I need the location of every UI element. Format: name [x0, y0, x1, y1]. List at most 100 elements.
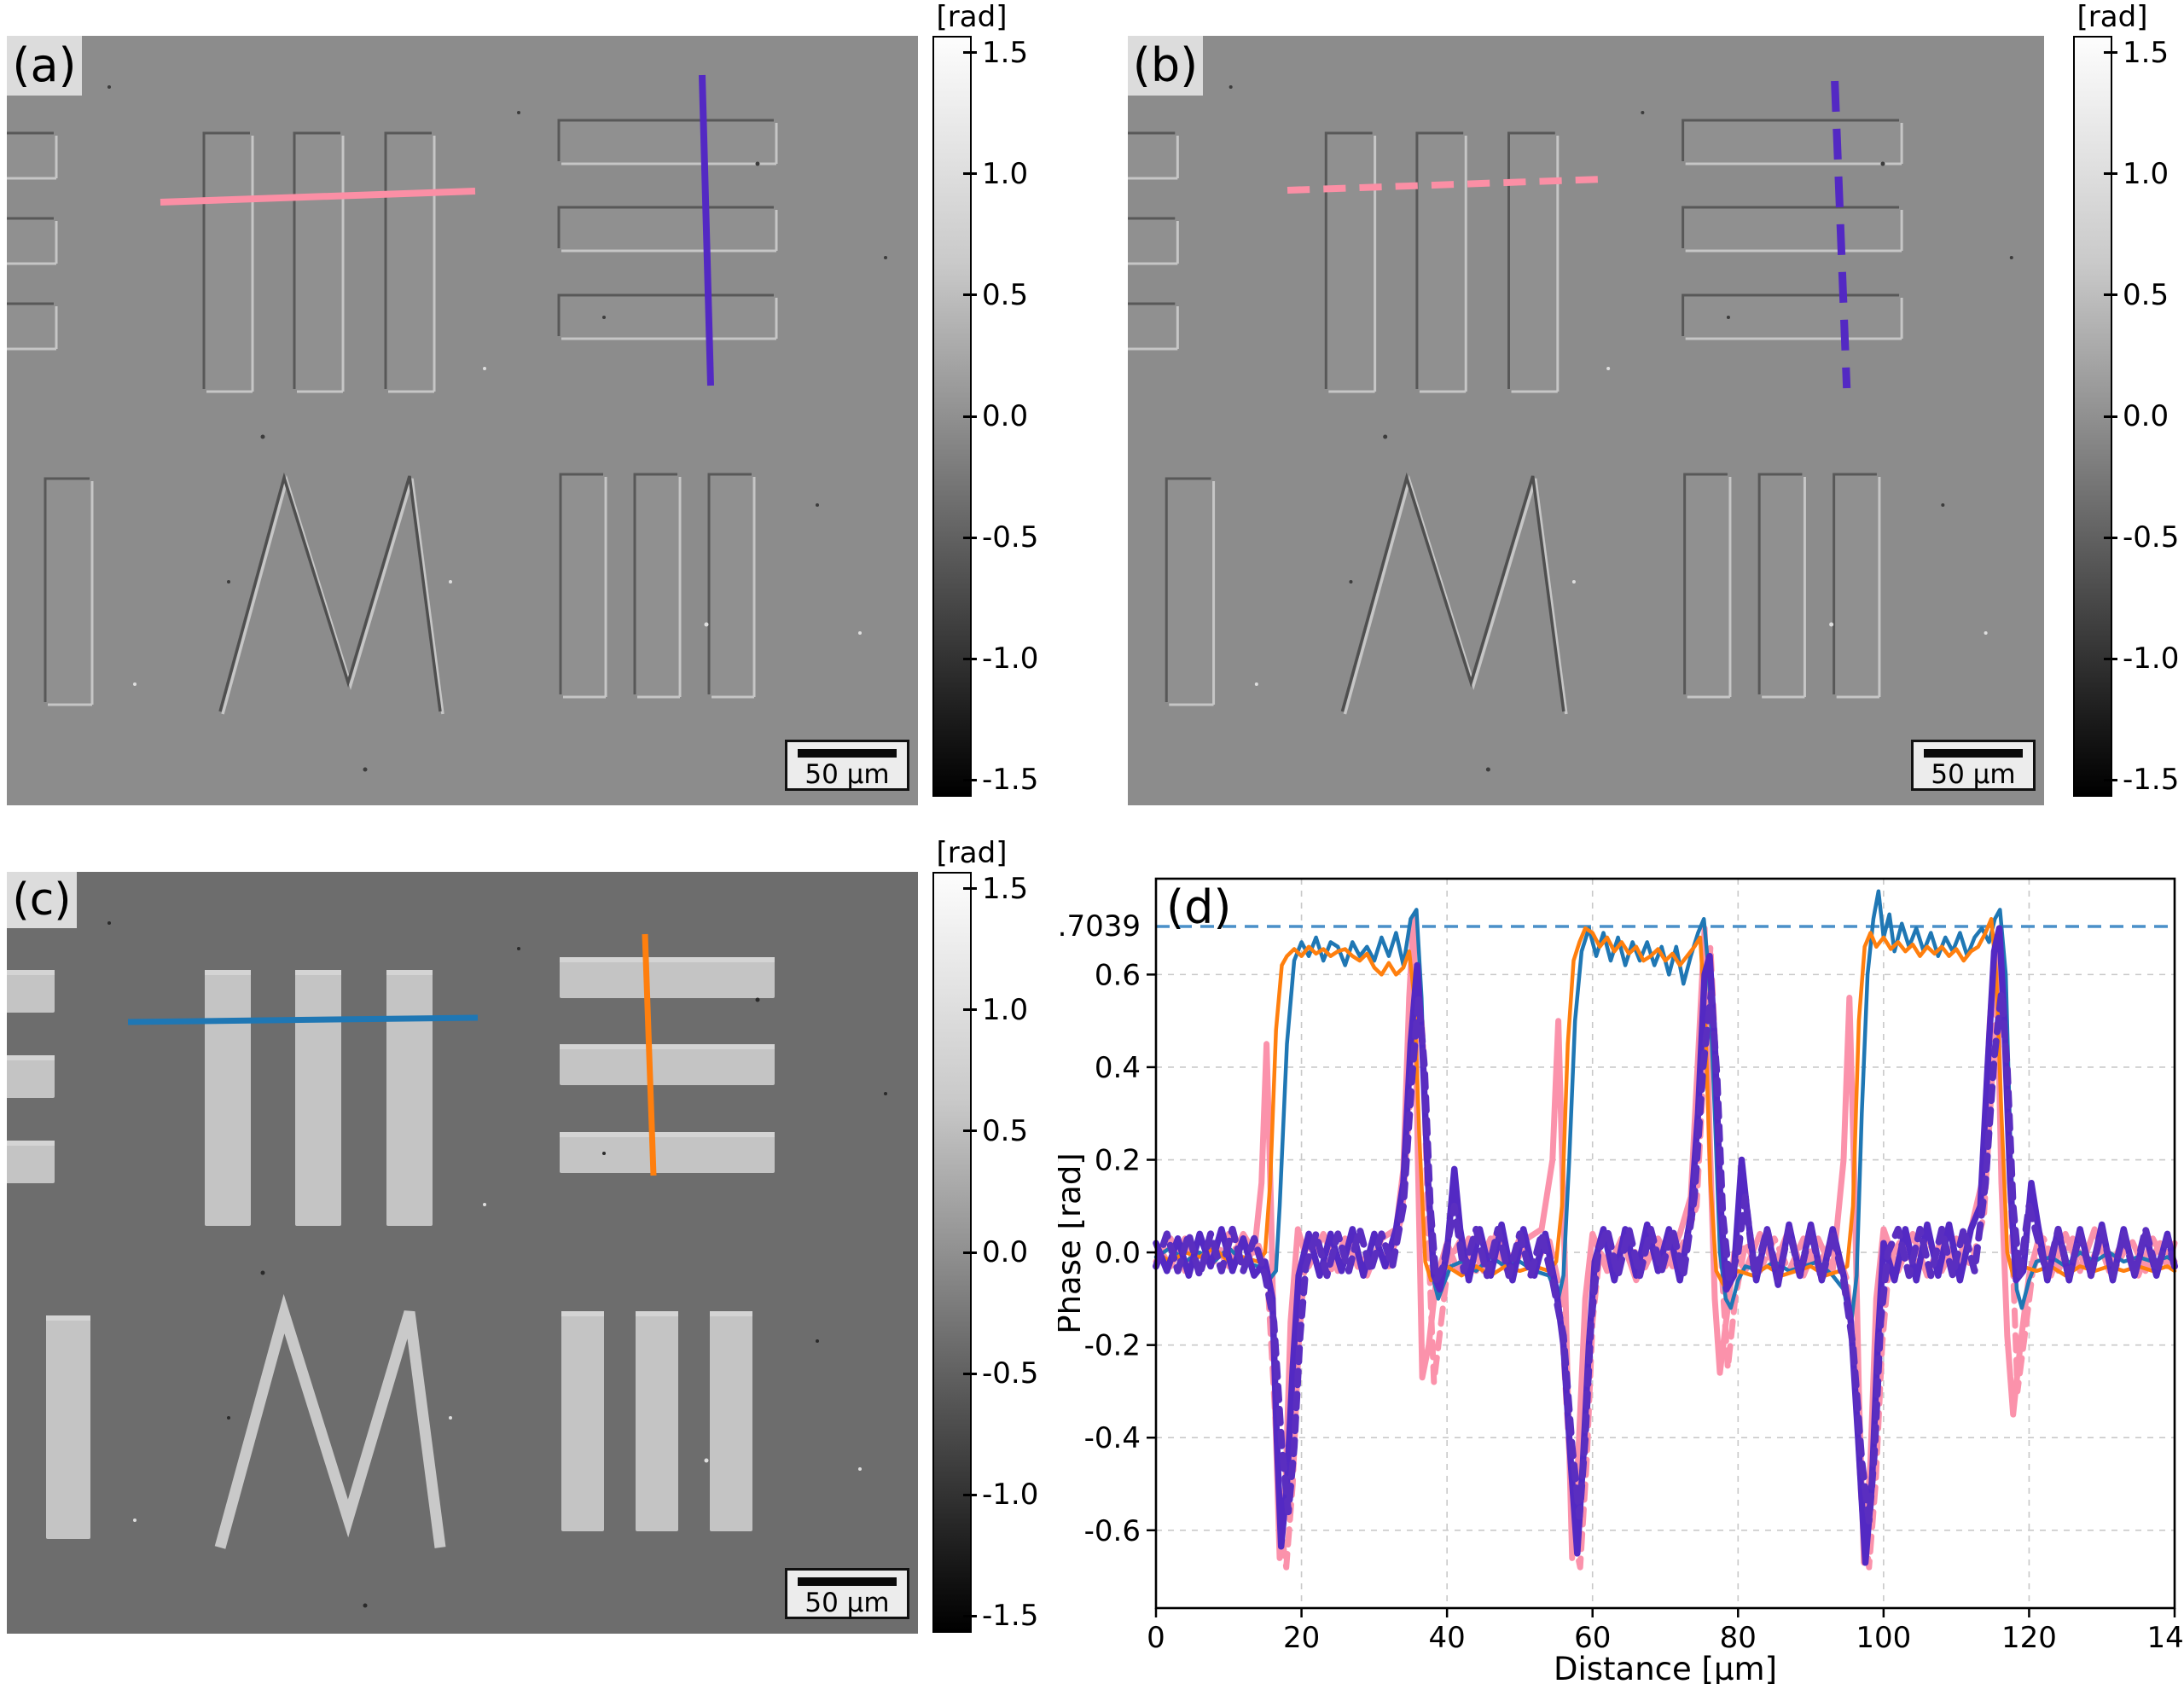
bar-highlight: [7, 1141, 55, 1146]
colorbar-tick: [2104, 415, 2117, 418]
bar-dark-edge: [1682, 206, 1900, 248]
m-mark-bright: [214, 1293, 446, 1549]
bar-light-edge: [206, 136, 254, 393]
etched-bar: [1683, 121, 1901, 162]
bright-bar: [7, 1055, 55, 1098]
etched-bar: [1417, 134, 1465, 390]
colorbar-tick-label: 0.0: [982, 399, 1029, 433]
colorbar-tick-label: 0.5: [2123, 277, 2169, 312]
colorbar-tick: [963, 1372, 977, 1375]
speck: [260, 1270, 265, 1275]
y-tick-label: 0.0: [1095, 1236, 1141, 1270]
etched-bar: [560, 296, 775, 337]
bar-highlight: [46, 1315, 90, 1321]
colorbar-tick: [2104, 778, 2117, 781]
etched-bar: [1683, 208, 1901, 249]
colorbar-tick-label: 0.0: [2123, 399, 2169, 433]
bar-dark-edge: [557, 206, 774, 248]
x-tick-label: 120: [2001, 1621, 2057, 1655]
colorbar-b-title: [rad]: [2077, 0, 2148, 34]
speck: [1349, 580, 1353, 584]
speck: [884, 256, 887, 259]
bright-bar: [560, 1132, 775, 1173]
bar-highlight: [636, 1311, 678, 1316]
scalebar-bar: [1924, 749, 2023, 758]
panel-c-micrograph: [7, 921, 887, 1608]
etched-bar: [7, 134, 55, 177]
panel-b-label: (b): [1128, 36, 1203, 96]
etched-bar: [1327, 134, 1374, 390]
speck: [2009, 256, 2013, 259]
etched-bar: [1834, 475, 1878, 695]
panel-d-chart: 0 20 40 60 80 100 120 140 -0.6 -0.4 -0.2 0.0 0.2 0.4 0…: [1058, 840, 2184, 1684]
bright-bar: [46, 1315, 90, 1539]
bar-light-edge: [1685, 210, 1903, 253]
bar-light-edge: [561, 298, 778, 340]
etched-bar: [7, 219, 55, 262]
bar-highlight: [560, 1044, 775, 1049]
speck: [1228, 85, 1233, 89]
panel-b-scalebar: 50 μm: [1911, 740, 2036, 791]
scalebar-text: 50 μm: [804, 1588, 890, 1618]
bar-dark-edge: [7, 217, 54, 220]
bar-light-edge: [712, 477, 756, 699]
colorbar-tick-label: 0.0: [982, 1235, 1029, 1269]
etched-bar: [1167, 479, 1212, 703]
y-tick-label: -0.4: [1084, 1421, 1141, 1455]
cut-line-b-horizontal: [1287, 176, 1604, 194]
speck: [1984, 631, 1988, 635]
speck: [858, 1467, 862, 1471]
axes-box: [1154, 877, 2176, 1610]
colorbar-tick: [963, 51, 977, 55]
bright-bar: [7, 1141, 55, 1183]
bright-bar: [560, 1044, 775, 1085]
etched-bar: [560, 208, 775, 249]
speck: [602, 316, 606, 319]
colorbar-a-gradient: [932, 36, 972, 797]
x-tick-label: 40: [1429, 1621, 1466, 1655]
panel-a-scalebar: 50 μm: [785, 740, 909, 791]
x-tick-label: 100: [1856, 1621, 1911, 1655]
speck: [1571, 580, 1576, 584]
etched-bar: [1683, 296, 1901, 337]
speck: [517, 111, 520, 114]
bar-light-edge: [7, 221, 58, 265]
bar-light-edge: [1685, 123, 1903, 165]
speck: [602, 1152, 606, 1155]
etched-bar: [710, 475, 752, 695]
speck: [858, 631, 862, 635]
annotation-0p7039: 0.7039: [1058, 909, 1141, 944]
colorbar-c: [rad] 1.5 1.0 0.5 0.0 -0.5 -1.0 -1.5: [932, 836, 1120, 1641]
bar-highlight: [205, 970, 251, 975]
etched-bar: [46, 479, 90, 703]
colorbar-tick: [2104, 293, 2117, 297]
speck: [107, 921, 111, 925]
panel-b-image: (b) 50 μm: [1128, 36, 2044, 805]
speck: [816, 503, 819, 507]
bar-light-edge: [388, 136, 436, 393]
colorbar-tick-label: -1.0: [982, 1478, 1039, 1513]
cut-line-c-vertical: [642, 933, 657, 1176]
m-mark-dark: [218, 472, 442, 712]
speck: [1254, 682, 1258, 686]
colorbar-tick-label: 1.0: [982, 156, 1029, 191]
bar-light-edge: [1762, 477, 1806, 699]
speck: [363, 767, 368, 772]
colorbar-c-title: [rad]: [936, 836, 1008, 870]
etched-bar: [1509, 134, 1556, 390]
etched-bar: [205, 134, 251, 390]
series-purple-dashed: [1153, 990, 2178, 1524]
panel-b-micrograph: [1128, 80, 2013, 772]
colorbar-tick: [963, 172, 977, 176]
bright-bar: [561, 1311, 604, 1531]
bar-dark-edge: [293, 131, 340, 389]
cut-line-b-vertical: [1831, 80, 1851, 389]
bar-light-edge: [561, 210, 778, 253]
bar-dark-edge: [1682, 293, 1900, 336]
colorbar-tick-label: -0.5: [2123, 520, 2180, 555]
cut-line-a-horizontal: [160, 188, 476, 206]
colorbar-tick: [963, 1129, 977, 1133]
scalebar-text: 50 μm: [1931, 759, 2016, 790]
speck: [1485, 767, 1490, 772]
bright-bar: [710, 1311, 752, 1531]
